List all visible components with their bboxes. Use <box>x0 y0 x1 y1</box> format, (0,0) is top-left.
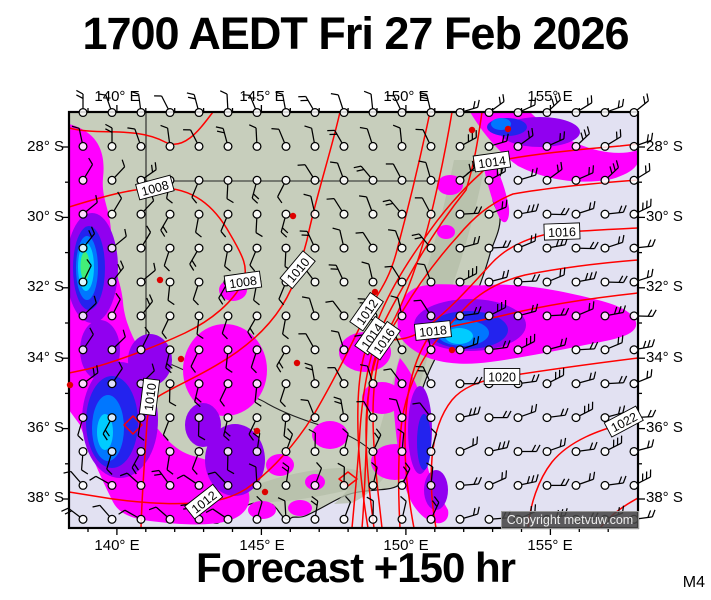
isobar-line <box>365 179 638 528</box>
forecast-hour-title: Forecast +150 hr <box>195 544 516 591</box>
svg-text:1010: 1010 <box>142 382 159 411</box>
isobar-line <box>69 112 214 145</box>
pressure-label: 1010 <box>138 377 161 417</box>
pressure-label: 1014 <box>472 150 512 173</box>
lat-label-right: 30° S <box>646 208 683 226</box>
svg-text:1014: 1014 <box>477 154 507 172</box>
lat-label-left: 38° S <box>27 489 64 507</box>
lon-label-top: 150° E <box>383 88 429 105</box>
isobar-line <box>140 112 341 528</box>
isobar-line <box>404 292 638 528</box>
pressure-label: 1018 <box>413 320 452 341</box>
lat-label-right: 36° S <box>646 419 683 437</box>
lat-label-right: 34° S <box>646 349 683 367</box>
lat-label-left: 36° S <box>27 419 64 437</box>
lon-label-bottom: 140° E <box>94 537 140 554</box>
lon-label-bottom: 155° E <box>527 537 573 554</box>
lat-label-left: 34° S <box>27 349 64 367</box>
svg-text:1008: 1008 <box>228 274 258 292</box>
lon-label-top: 155° E <box>527 88 573 105</box>
lon-label-bottom: 150° E <box>383 537 429 554</box>
wind-barbs <box>61 89 657 524</box>
pressure-label: 1008 <box>135 174 175 201</box>
station-red-dots <box>66 125 512 496</box>
pressure-label: 1008 <box>223 270 263 293</box>
lat-label-right: 32° S <box>646 278 683 296</box>
isobar-line <box>123 415 143 435</box>
lat-label-left: 30° S <box>27 208 64 226</box>
lon-label-top: 145° E <box>239 88 285 105</box>
map-frame <box>67 110 640 530</box>
model-code-label: M4 <box>682 574 705 591</box>
svg-text:1016: 1016 <box>548 225 576 240</box>
axis-ticks <box>62 105 645 535</box>
copyright-watermark: Copyright metvuw.com <box>501 511 639 529</box>
lon-label-top: 140° E <box>94 88 140 105</box>
lat-label-right: 28° S <box>646 138 683 156</box>
lon-label-bottom: 145° E <box>239 537 285 554</box>
svg-text:1018: 1018 <box>418 323 447 340</box>
svg-text:1008: 1008 <box>140 178 171 199</box>
lat-label-left: 28° S <box>27 138 64 156</box>
lat-label-right: 38° S <box>646 489 683 507</box>
pressure-label: 1016 <box>543 222 581 241</box>
isobar-line <box>351 112 483 528</box>
svg-text:1020: 1020 <box>488 371 516 385</box>
pressure-label: 1020 <box>483 368 521 385</box>
valid-time-title: 1700 AEDT Fri 27 Feb 2026 <box>82 8 629 59</box>
precip-layer <box>80 252 90 280</box>
lat-label-left: 32° S <box>27 278 64 296</box>
